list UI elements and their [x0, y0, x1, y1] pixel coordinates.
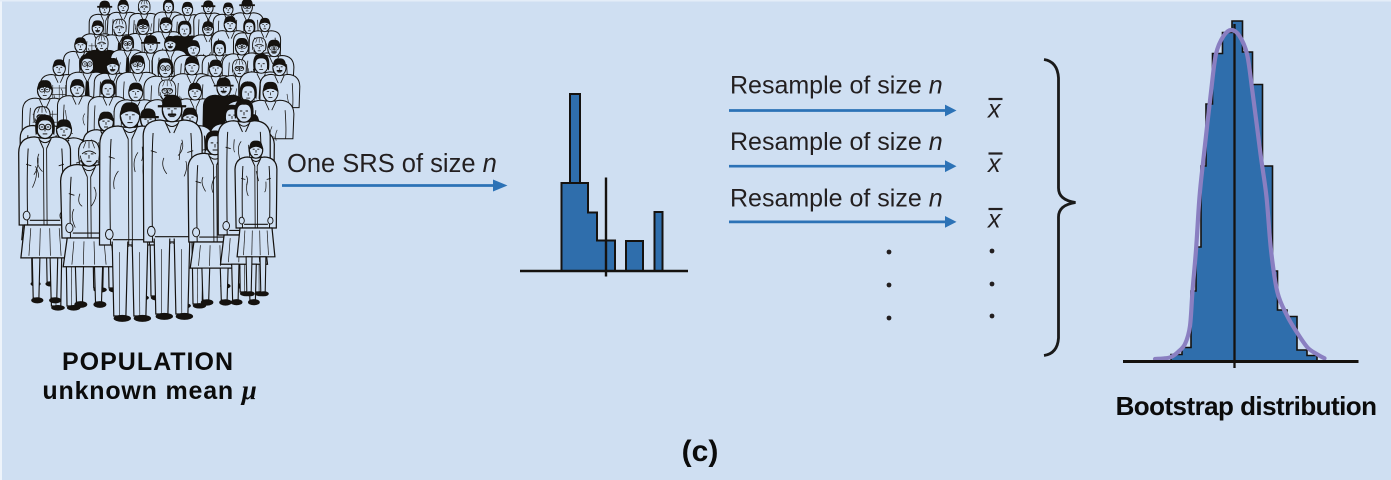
svg-text:Resample of size n: Resample of size n — [730, 72, 943, 100]
svg-text:(c): (c) — [682, 435, 719, 468]
svg-text:x: x — [987, 150, 1002, 178]
svg-text:Resample of size n: Resample of size n — [730, 128, 943, 156]
svg-text:One SRS of size n: One SRS of size n — [287, 150, 497, 178]
svg-text:x: x — [987, 206, 1002, 234]
svg-text:POPULATION: POPULATION — [62, 348, 234, 376]
svg-text:Bootstrap distribution: Bootstrap distribution — [1116, 391, 1377, 421]
svg-text:unknown mean μ: unknown mean μ — [42, 375, 257, 405]
svg-text:x: x — [987, 96, 1002, 124]
svg-text:Resample of size n: Resample of size n — [730, 185, 943, 213]
